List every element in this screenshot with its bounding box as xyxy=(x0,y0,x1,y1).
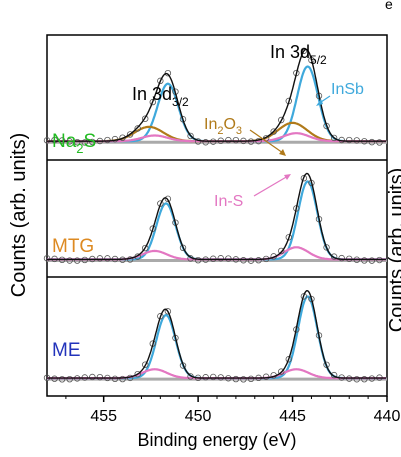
data-point xyxy=(202,139,209,146)
fit-envelope xyxy=(47,289,387,379)
data-point xyxy=(58,376,66,383)
data-point xyxy=(330,134,338,142)
data-point xyxy=(58,137,66,144)
data-point xyxy=(202,374,209,381)
data-point xyxy=(376,139,383,146)
data-point xyxy=(361,376,368,383)
data-point xyxy=(134,125,141,132)
data-point xyxy=(96,255,104,262)
data-point xyxy=(157,77,164,85)
annotation-arrows xyxy=(249,95,331,197)
data-point xyxy=(66,375,73,383)
data-point xyxy=(179,116,187,123)
spectra xyxy=(43,47,387,383)
data-point xyxy=(126,131,134,138)
next-panel-partial: e Counts (arb. units) xyxy=(385,0,401,332)
data-point xyxy=(330,253,338,260)
data-point xyxy=(43,255,51,262)
annotation-ins: In-S xyxy=(214,193,243,210)
data-point xyxy=(270,128,277,135)
data-point xyxy=(353,376,360,383)
data-point xyxy=(323,244,330,251)
svg-text:Counts (arb. units): Counts (arb. units) xyxy=(386,168,401,333)
data-point xyxy=(300,47,308,54)
fit-component-insb xyxy=(47,295,387,380)
data-point xyxy=(368,257,376,264)
data-point xyxy=(262,373,270,380)
data-point xyxy=(285,234,292,241)
spectrum-panel xyxy=(43,289,387,383)
annotation-in3d32: In 3d3/2 xyxy=(132,84,189,109)
sample-label-mtg: MTG xyxy=(52,236,94,257)
sample-label-na2s: Na2S xyxy=(52,131,96,156)
sample-label-me: ME xyxy=(52,340,81,361)
data-point xyxy=(89,138,96,146)
x-tick-label: 445 xyxy=(279,408,306,425)
data-point xyxy=(217,374,224,381)
data-point xyxy=(134,370,141,378)
data-point xyxy=(164,195,172,203)
spectrum-panel xyxy=(43,47,387,146)
fit-envelope xyxy=(47,172,387,261)
data-point xyxy=(149,98,156,106)
data-point xyxy=(164,69,172,77)
y-axis-label: Counts (arb. units) xyxy=(8,133,30,298)
data-point xyxy=(330,371,338,379)
annotation-in2o3: In2O3 xyxy=(204,116,242,137)
data-point xyxy=(119,375,126,383)
annotation-insb: InSb xyxy=(331,81,364,98)
data-point xyxy=(96,373,104,381)
data-point xyxy=(338,254,345,262)
data-point xyxy=(255,257,262,264)
data-point xyxy=(66,257,73,264)
data-point xyxy=(300,175,308,182)
data-point xyxy=(89,373,96,381)
data-point xyxy=(81,139,88,146)
data-point xyxy=(240,257,247,264)
x-tick-label: 440 xyxy=(374,408,401,425)
data-point xyxy=(142,115,149,122)
data-point xyxy=(232,375,240,383)
data-point xyxy=(217,255,224,262)
data-point xyxy=(51,136,58,144)
data-point xyxy=(225,136,232,144)
data-point xyxy=(278,368,285,375)
data-point xyxy=(240,376,247,383)
svg-text:e: e xyxy=(385,0,393,12)
data-point xyxy=(194,256,202,264)
x-axis-label: Binding energy (eV) xyxy=(137,430,296,450)
fit-envelope xyxy=(47,48,387,142)
data-point xyxy=(353,137,360,144)
data-point xyxy=(74,138,81,146)
data-point xyxy=(74,257,81,264)
data-point xyxy=(278,116,285,124)
data-point xyxy=(361,257,368,264)
data-point xyxy=(368,138,376,146)
data-point xyxy=(278,247,285,255)
data-point xyxy=(142,244,149,252)
data-point xyxy=(210,373,217,381)
data-point xyxy=(187,132,194,140)
data-point xyxy=(104,255,111,262)
data-point xyxy=(111,375,119,383)
data-point xyxy=(142,361,149,368)
data-point xyxy=(104,136,111,144)
data-point xyxy=(43,137,51,144)
spectrum-panel xyxy=(43,172,387,264)
data-point xyxy=(247,375,255,383)
data-point xyxy=(164,308,172,315)
x-ticks: 455 450 445 440 xyxy=(65,396,401,425)
data-point xyxy=(225,255,232,262)
data-point xyxy=(232,136,240,144)
data-point xyxy=(247,257,255,264)
annotation-in3d52: In 3d5/2 xyxy=(270,42,327,67)
x-tick-label: 450 xyxy=(185,408,212,425)
x-tick-label: 455 xyxy=(90,408,117,425)
data-point xyxy=(346,136,353,144)
data-point xyxy=(285,356,292,363)
data-point xyxy=(179,244,187,252)
